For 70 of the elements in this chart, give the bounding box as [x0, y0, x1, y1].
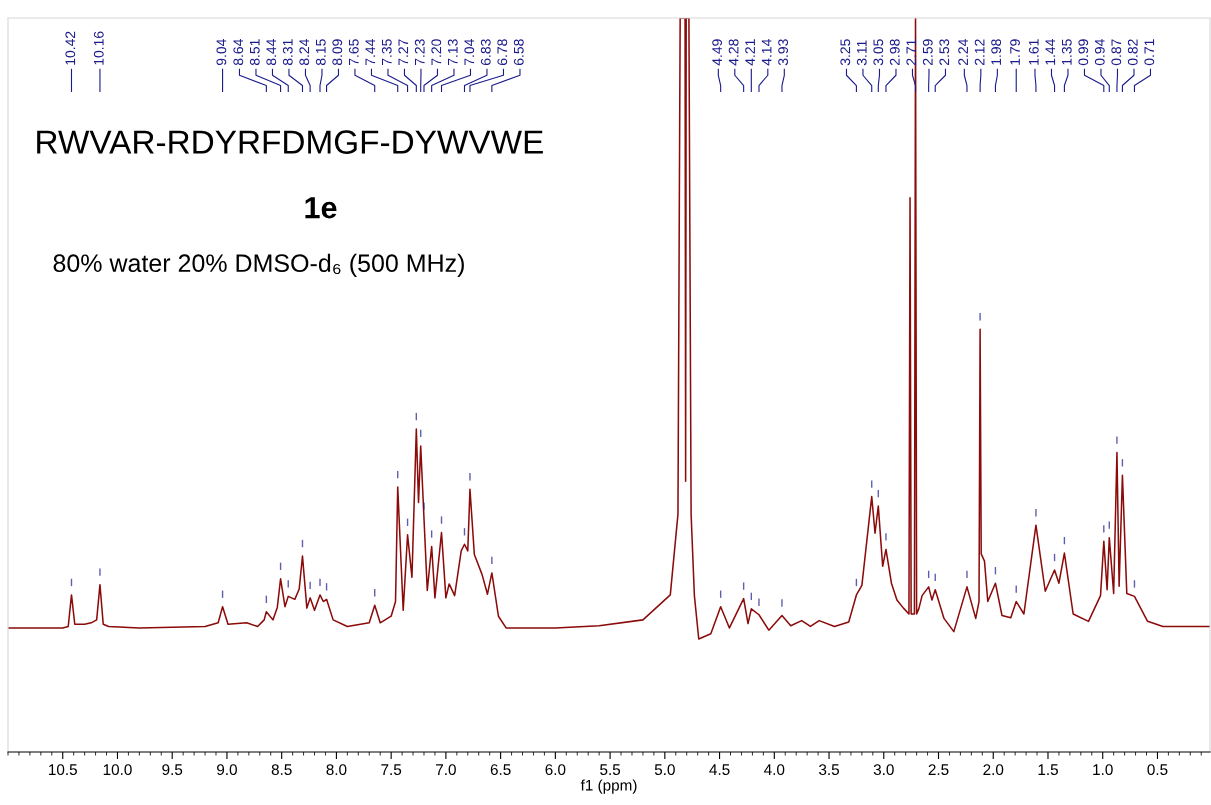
x-tick-label: 0.5	[1147, 764, 1168, 776]
annotation: 10.42	[65, 31, 76, 65]
annotation: 10.16	[93, 31, 104, 65]
x-tick-label: 7.5	[381, 764, 402, 776]
annotation: 8.64	[233, 39, 244, 66]
annotation: 0.99	[1078, 39, 1089, 66]
annotation: 2.71	[906, 39, 917, 66]
annotation: 3.11	[856, 40, 867, 66]
annotation: 0.71	[1144, 39, 1155, 66]
annotation: 3.25	[840, 39, 851, 66]
x-tick-label: 10.0	[103, 764, 132, 776]
x-tick-label: 5.0	[654, 764, 675, 776]
annotation: 9.04	[216, 39, 227, 66]
annotation: 1.44	[1045, 39, 1056, 65]
annotation: 2.53	[939, 39, 950, 66]
text: 1e	[305, 197, 337, 219]
text: RWVAR-RDYRFDMGF-DYWVWE	[37, 130, 543, 154]
x-tick-label: 2.5	[928, 764, 949, 776]
annotation: 4.49	[712, 39, 723, 66]
annotation: 8.09	[332, 39, 343, 66]
annotation: 4.14	[761, 39, 772, 66]
x-tick-label: 8.5	[271, 764, 292, 776]
annotation: 8.51	[249, 39, 260, 66]
x-tick-label: 2.0	[983, 764, 1004, 776]
annotation: 7.65	[348, 39, 359, 65]
annotation: 6.78	[497, 39, 508, 65]
x-tick-label: 8.0	[326, 764, 347, 776]
x-tick-label: 3.0	[873, 764, 894, 776]
annotation: 8.44	[266, 39, 277, 66]
annotation: 3.05	[873, 39, 884, 66]
x-tick-label: 9.5	[162, 764, 183, 776]
annotation: 7.23	[414, 39, 425, 65]
annotation: 1.79	[1010, 39, 1020, 65]
x-tick-label: 6.0	[545, 764, 566, 776]
annotation: 8.24	[299, 39, 310, 66]
x-tick-label: 5.5	[600, 764, 621, 776]
x-tick-label: 9.0	[217, 764, 237, 776]
annotation: 1.61	[1028, 39, 1039, 65]
annotation: 8.31	[282, 39, 293, 66]
annotation: 6.83	[480, 39, 491, 65]
annotation: 1.98	[991, 39, 1002, 65]
x-tick-label: 7.0	[436, 764, 456, 776]
annotation: 2.59	[922, 39, 933, 66]
annotation: 7.13	[447, 39, 458, 65]
annotation: 7.44	[365, 39, 376, 65]
annotation: 3.93	[778, 39, 789, 66]
x-tick-label: 1.0	[1093, 764, 1113, 776]
annotation: 2.98	[889, 39, 900, 66]
annotation: 7.04	[464, 39, 475, 65]
x-tick-label: 3.5	[819, 764, 840, 776]
annotation: 7.27	[398, 39, 409, 65]
x-tick-label: 6.5	[490, 764, 511, 776]
annotation: 0.82	[1127, 39, 1138, 66]
annotation: 0.87	[1111, 39, 1122, 66]
annotation: 80% water 20% DMSO-d₆ (500 MHz)	[53, 253, 464, 277]
annotation: 7.20	[431, 39, 442, 65]
annotation: 7.35	[381, 39, 392, 65]
annotation: 4.28	[728, 39, 739, 66]
annotation: 0.94	[1094, 39, 1105, 66]
annotation: 1.35	[1061, 39, 1072, 65]
x-tick-label: 4.5	[709, 764, 730, 776]
x-tick-label: 10.5	[49, 764, 77, 776]
annotation: 2.24	[958, 39, 968, 66]
annotation: 6.58	[513, 39, 524, 65]
x-tick-label: 1.5	[1038, 764, 1058, 776]
annotation: 2.12	[974, 39, 985, 66]
x-tick-label: 4.0	[764, 764, 785, 776]
annotation: 8.15	[315, 39, 326, 66]
x-axis-title: f1 (ppm)	[580, 779, 637, 794]
annotation: 4.21	[745, 39, 755, 66]
